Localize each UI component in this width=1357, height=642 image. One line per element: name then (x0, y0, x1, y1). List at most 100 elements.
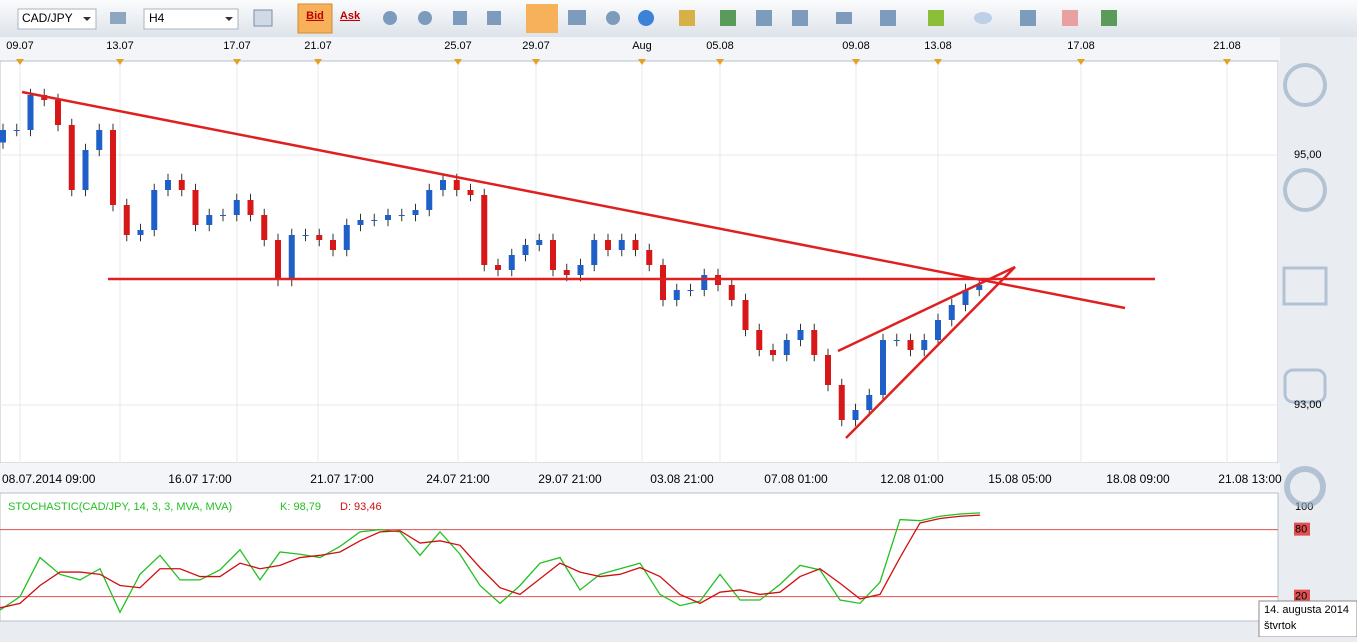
icon[interactable] (253, 9, 273, 27)
candle-body (192, 190, 199, 225)
candle-body (605, 240, 611, 250)
timeframe-select[interactable] (143, 8, 239, 30)
dropdown-arrow (83, 17, 91, 21)
top-date: 17.07 (223, 40, 251, 52)
candle-body (852, 410, 859, 420)
candle-body (632, 240, 639, 250)
level-label: 20 (1295, 591, 1307, 603)
bottom-date: 24.07 21:00 (426, 472, 490, 486)
bid: Bid (306, 10, 324, 22)
candle-body (247, 200, 254, 215)
timeframe: H4 (149, 11, 165, 25)
candle-body (701, 275, 708, 290)
top-date: 13.08 (924, 40, 952, 52)
candle-body (206, 215, 213, 225)
date-marker (716, 59, 724, 65)
top-date: 09.07 (6, 40, 34, 52)
stoch-k: K: 98,79 (280, 501, 321, 513)
ask[interactable]: Ask (340, 10, 361, 22)
bottom-date: 21.08 13:00 (1218, 472, 1282, 486)
date-marker (532, 59, 540, 65)
level-box (1294, 589, 1310, 603)
candle-body (783, 340, 790, 355)
candle-body (880, 340, 886, 395)
top-date: Aug (632, 40, 652, 52)
candle-body (288, 235, 295, 280)
candle-body (316, 235, 323, 240)
bottom-date: 16.07 17:00 (168, 472, 232, 486)
candle-body (123, 205, 130, 235)
candle-body (646, 250, 653, 265)
candle-body (811, 330, 818, 355)
bottom-date: 18.08 09:00 (1106, 472, 1170, 486)
candle-body (948, 305, 955, 320)
top-date: 29.07 (522, 40, 550, 52)
date-marker (934, 59, 942, 65)
candle-body (495, 265, 501, 270)
date-marker (852, 59, 860, 65)
candle-body (398, 215, 405, 216)
bottom-date: 07.08 01:00 (764, 472, 828, 486)
date-marker (116, 59, 124, 65)
candle-body (756, 330, 763, 350)
candle-body (536, 240, 543, 245)
candle-body (27, 95, 34, 130)
top-date: 21.08 (1213, 40, 1241, 52)
bid-button[interactable] (297, 3, 333, 34)
k-line (0, 512, 981, 614)
date-marker (454, 59, 462, 65)
price-panel (0, 60, 1279, 464)
top-date: 13.07 (106, 40, 134, 52)
candle-body (110, 130, 116, 205)
candle-body (330, 240, 336, 250)
price-axis (1278, 61, 1357, 463)
candle-body (976, 285, 983, 290)
candle-body (742, 300, 749, 330)
candle-body (343, 225, 350, 250)
candle-body (13, 130, 20, 131)
tooltip-date: 14. augusta 2014 (1264, 604, 1349, 616)
bottom-date: 29.07 21:00 (538, 472, 602, 486)
candle-body (96, 130, 103, 150)
candle-body (357, 220, 364, 225)
candle-body (165, 180, 171, 190)
chart-controls[interactable] (1282, 63, 1328, 508)
candle-body (687, 290, 694, 291)
candle-body (591, 240, 598, 265)
candle-body (962, 290, 969, 305)
date-marker (1223, 59, 1231, 65)
candle-body (866, 395, 873, 410)
candle-body (522, 245, 529, 255)
candle-body (825, 355, 831, 385)
bottom-date: 08.07.2014 09:00 (2, 472, 96, 486)
candle-body (178, 180, 185, 190)
candles (0, 88, 983, 427)
candle-body (508, 255, 515, 270)
candle-body (302, 235, 309, 236)
candle-body (907, 340, 914, 350)
candle-body (371, 220, 378, 221)
candle-body (838, 385, 845, 420)
candle-body (55, 100, 61, 125)
candle-body (453, 180, 460, 190)
candle-body (893, 340, 900, 341)
top-date: 09.08 (842, 40, 870, 52)
stochastic-panel (0, 492, 1279, 622)
candle-body (412, 210, 419, 215)
toolbar-icons (383, 4, 1117, 33)
candle-body (921, 340, 928, 350)
candle-body (151, 190, 158, 230)
d-line (0, 514, 981, 609)
candle-body (68, 125, 75, 190)
level-label: 80 (1295, 524, 1307, 536)
top-date: 25.07 (444, 40, 472, 52)
date-marker (638, 59, 646, 65)
candle-body (797, 330, 804, 340)
top-date-strip (0, 37, 1280, 61)
candle-body (385, 215, 391, 220)
candle-body (481, 195, 488, 265)
date-marker (314, 59, 322, 65)
icon[interactable] (110, 12, 126, 24)
symbol-select[interactable] (17, 8, 97, 30)
